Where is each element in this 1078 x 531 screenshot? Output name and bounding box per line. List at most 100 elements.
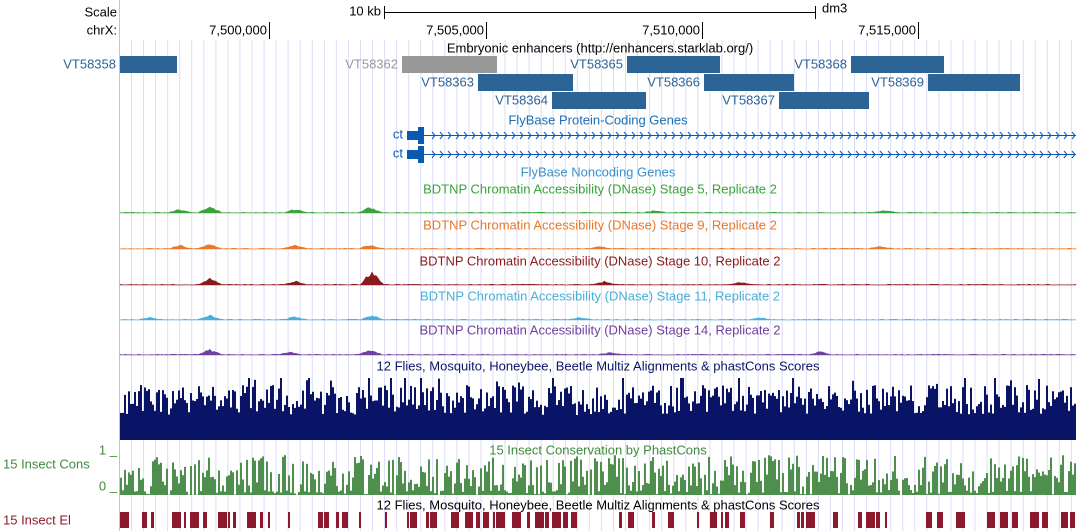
element bbox=[288, 512, 290, 528]
conservation-bar bbox=[702, 385, 704, 440]
phastcons-bar bbox=[510, 492, 512, 495]
element bbox=[725, 512, 729, 528]
conservation-bar bbox=[326, 392, 328, 440]
phastcons-bar bbox=[186, 491, 188, 495]
element bbox=[268, 512, 270, 528]
element bbox=[451, 512, 459, 528]
signal bbox=[119, 271, 1077, 286]
phastcons-bar bbox=[358, 462, 360, 495]
conservation-bar bbox=[898, 390, 900, 440]
conservation-bar bbox=[732, 410, 734, 440]
conservation-bar bbox=[874, 385, 876, 440]
phastcons-bar bbox=[300, 484, 302, 495]
element bbox=[1070, 512, 1075, 528]
phastcons-bar bbox=[906, 478, 908, 495]
phastcons-bar bbox=[782, 473, 784, 495]
phastcons-bar bbox=[1032, 474, 1034, 495]
phastcons-bar bbox=[454, 483, 456, 495]
phastcons-bar bbox=[654, 472, 656, 495]
conservation-bar bbox=[180, 398, 182, 440]
element bbox=[806, 512, 815, 528]
phastcons-bar bbox=[558, 463, 560, 495]
conservation-bar bbox=[786, 390, 788, 440]
phastcons-bar bbox=[784, 491, 786, 495]
phastcons-bar bbox=[576, 456, 578, 495]
conservation-bar bbox=[836, 395, 838, 440]
phastcons-bar bbox=[958, 474, 960, 495]
conservation-bar bbox=[740, 410, 742, 440]
conservation-bar bbox=[1010, 380, 1012, 440]
phastcons-bar bbox=[1058, 482, 1060, 495]
phastcons-bar bbox=[372, 478, 374, 495]
conservation-bar bbox=[540, 404, 542, 440]
phastcons-bar bbox=[872, 482, 874, 495]
phastcons-bar bbox=[354, 457, 356, 495]
phastcons-bar bbox=[580, 459, 582, 495]
conservation-bar bbox=[486, 392, 488, 440]
phastcons-bar bbox=[416, 483, 418, 495]
conservation-bar bbox=[216, 409, 218, 440]
conservation-bar bbox=[760, 391, 762, 440]
conservation-bar bbox=[738, 378, 740, 440]
conservation-bar bbox=[134, 392, 136, 440]
phastcons-bar bbox=[292, 463, 294, 495]
conservation-bar bbox=[764, 390, 766, 440]
phastcons-bar bbox=[1048, 469, 1050, 495]
element bbox=[876, 512, 880, 528]
phastcons-bar bbox=[1074, 463, 1076, 495]
conservation-bar bbox=[692, 401, 694, 440]
phastcons-bar bbox=[320, 492, 322, 495]
conservation-bar bbox=[914, 413, 916, 440]
conservation-bar bbox=[866, 389, 868, 440]
phastcons-bar bbox=[240, 462, 242, 495]
phastcons-bar bbox=[882, 478, 884, 495]
phastcons-bar bbox=[804, 494, 806, 495]
exon bbox=[418, 127, 424, 144]
phastcons-bar bbox=[494, 485, 496, 495]
phastcons-bar bbox=[684, 480, 686, 495]
conservation-bar bbox=[262, 400, 264, 440]
enhancer-label: VT58367 bbox=[722, 92, 775, 107]
conservation-bar bbox=[324, 404, 326, 440]
conservation-bar bbox=[1016, 395, 1018, 440]
element bbox=[571, 512, 577, 528]
conservation-bar bbox=[1060, 391, 1062, 440]
conservation-bar bbox=[400, 387, 402, 440]
conservation-bar bbox=[1068, 410, 1070, 440]
conservation-bar bbox=[990, 404, 992, 440]
conservation-bar bbox=[428, 410, 430, 440]
phastcons-bar bbox=[978, 486, 980, 495]
phastcons-bar bbox=[810, 494, 812, 495]
phastcons-bar bbox=[850, 484, 852, 495]
conservation-bar bbox=[436, 400, 438, 440]
conservation-bar bbox=[336, 413, 338, 440]
conservation-bar bbox=[446, 393, 448, 440]
conservation-bar bbox=[222, 406, 224, 440]
phastcons-bar bbox=[694, 466, 696, 495]
conservation-bar bbox=[928, 385, 930, 440]
conservation-bar bbox=[194, 401, 196, 440]
conservation-bar bbox=[1044, 409, 1046, 440]
phastcons-bar bbox=[1064, 491, 1066, 495]
phastcons-bar bbox=[812, 465, 814, 495]
phastcons-bar bbox=[244, 492, 246, 495]
element bbox=[956, 512, 965, 528]
phastcons-bar bbox=[610, 463, 612, 495]
phastcons-bar bbox=[632, 481, 634, 495]
phastcons-bar bbox=[342, 473, 344, 495]
conservation-bar bbox=[422, 392, 424, 440]
conservation-bar bbox=[850, 399, 852, 440]
conservation-bar bbox=[762, 402, 764, 440]
conservation-bar bbox=[542, 414, 544, 440]
conservation-bar bbox=[774, 396, 776, 440]
conservation-bar bbox=[742, 395, 744, 440]
conservation-bar bbox=[784, 406, 786, 440]
element bbox=[619, 512, 622, 528]
conservation-bar bbox=[448, 396, 450, 440]
phastcons-bar bbox=[670, 493, 672, 495]
phastcons-bar bbox=[1014, 491, 1016, 495]
conservation-bar bbox=[1054, 399, 1056, 440]
phastcons-bar bbox=[456, 462, 458, 495]
conservation-bar bbox=[634, 403, 636, 440]
conservation-bar bbox=[140, 385, 142, 440]
